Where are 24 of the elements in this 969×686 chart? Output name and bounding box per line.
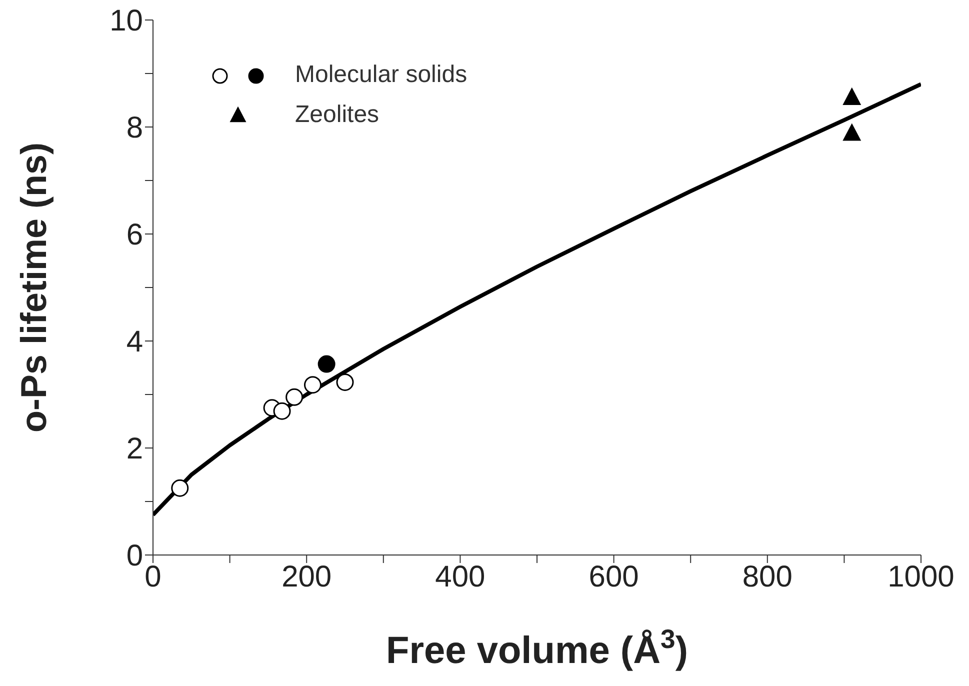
- line-series: [153, 82, 921, 517]
- y-tick-label: 2: [126, 432, 143, 466]
- y-tick-label: 6: [126, 218, 143, 252]
- legend-label: Molecular solids: [295, 61, 468, 89]
- y-tick-label: 10: [110, 4, 143, 38]
- point: [304, 376, 322, 394]
- x-tick-label: 800: [742, 560, 792, 594]
- y-tick-label: 0: [126, 540, 143, 573]
- point: [843, 88, 861, 105]
- point: [843, 124, 861, 141]
- x-tick-label: 200: [282, 560, 332, 594]
- y-axis-title: o-Ps lifetime (ns): [13, 142, 54, 433]
- x-tick-label: 1000: [888, 560, 954, 594]
- point: [336, 373, 354, 391]
- point: [318, 355, 336, 373]
- y-tick-label: 8: [126, 112, 143, 145]
- point: [273, 402, 291, 420]
- x-tick-label: 400: [435, 560, 486, 594]
- legend-label: Zeolites: [295, 101, 380, 129]
- point: [171, 479, 189, 497]
- y-tick-label: 4: [126, 326, 143, 359]
- x-tick-label: 600: [588, 560, 639, 594]
- x-axis-title: Free volume (Å$^{3}$): [386, 624, 688, 672]
- point: [286, 388, 304, 406]
